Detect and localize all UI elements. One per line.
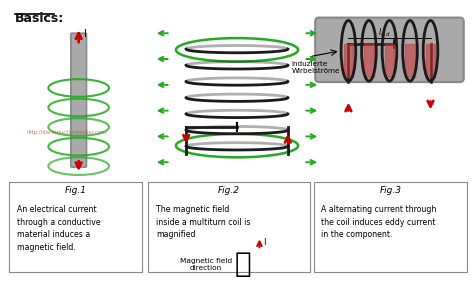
FancyBboxPatch shape: [148, 182, 310, 272]
Text: Fig.3: Fig.3: [380, 185, 401, 195]
FancyBboxPatch shape: [314, 182, 467, 272]
Bar: [405, 44, 415, 77]
FancyBboxPatch shape: [315, 18, 464, 82]
Text: $I_{ind}$: $I_{ind}$: [378, 27, 390, 39]
Text: Basics:: Basics:: [15, 12, 64, 25]
Text: The magnetic field
inside a multiturn coil is
magnified: The magnetic field inside a multiturn co…: [156, 205, 250, 239]
Text: http://dw-inductionheater.com: http://dw-inductionheater.com: [27, 130, 107, 135]
Bar: [364, 44, 374, 77]
Bar: [426, 44, 436, 77]
Bar: [384, 44, 394, 77]
FancyBboxPatch shape: [71, 33, 86, 167]
Text: An electrical current
through a conductive
material induces a
magnetic field.: An electrical current through a conducti…: [17, 205, 101, 252]
Text: Magnetic field
direction: Magnetic field direction: [180, 258, 232, 271]
Text: 👍: 👍: [235, 250, 251, 278]
Text: Fig.2: Fig.2: [218, 185, 240, 195]
FancyBboxPatch shape: [9, 182, 142, 272]
Text: I: I: [83, 29, 86, 39]
Text: induzierte
Wirbelströme: induzierte Wirbelströme: [292, 60, 340, 74]
Text: Fig.1: Fig.1: [65, 185, 87, 195]
Bar: [344, 44, 353, 77]
Text: I: I: [264, 239, 266, 247]
Text: A alternating current through
the coil induces eddy current
in the component.: A alternating current through the coil i…: [321, 205, 437, 239]
